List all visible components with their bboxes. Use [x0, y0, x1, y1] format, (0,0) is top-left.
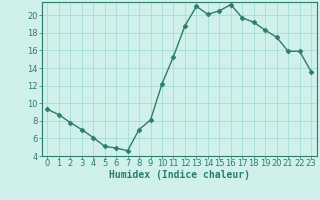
X-axis label: Humidex (Indice chaleur): Humidex (Indice chaleur)	[109, 170, 250, 180]
